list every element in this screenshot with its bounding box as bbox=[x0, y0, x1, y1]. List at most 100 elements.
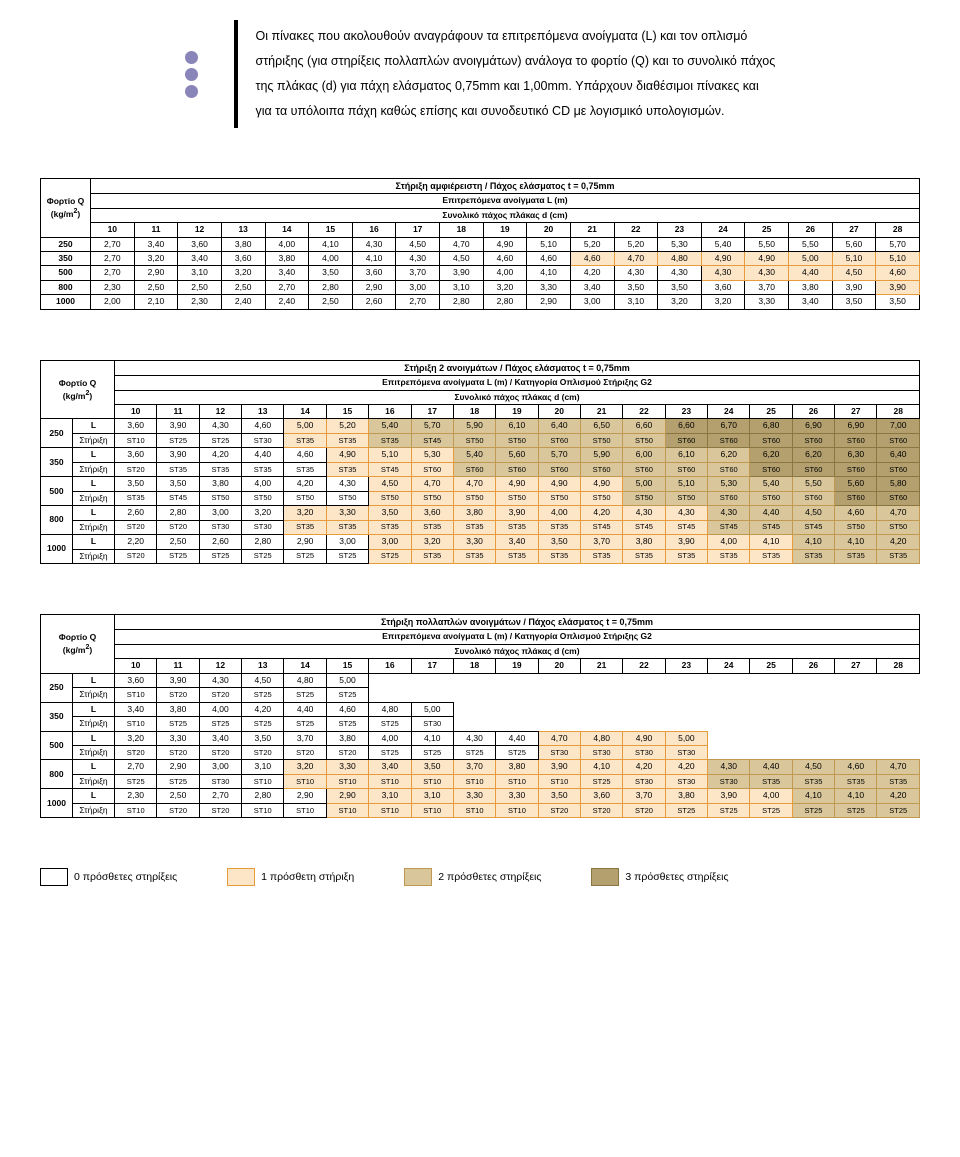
table3-S-label: Στήριξη bbox=[73, 717, 115, 731]
table2-L-cell: 4,20 bbox=[199, 448, 241, 462]
table3-L-label: L bbox=[73, 789, 115, 803]
table3-S-cell: ST25 bbox=[115, 774, 157, 788]
table2-wrap: Φορτίο Q(kg/m2) Στήριξη 2 ανοιγμάτων / Π… bbox=[40, 360, 920, 564]
table1-cell: 2,80 bbox=[483, 295, 527, 309]
table2-S-cell: ST60 bbox=[538, 462, 580, 476]
table1-cell: 4,10 bbox=[352, 252, 396, 266]
table3-S-cell: ST35 bbox=[835, 774, 877, 788]
table2-L-cell: 7,00 bbox=[877, 419, 920, 433]
col-header: 15 bbox=[326, 404, 368, 418]
table3-L-cell: 2,90 bbox=[157, 760, 199, 774]
table2-S-cell: ST60 bbox=[835, 462, 877, 476]
table3-S-cell: ST10 bbox=[369, 803, 411, 817]
table3-L-cell: 3,70 bbox=[284, 731, 326, 745]
table1-cell: 4,00 bbox=[309, 252, 353, 266]
table1-cell: 2,70 bbox=[91, 266, 135, 280]
col-header: 26 bbox=[792, 404, 834, 418]
table3-S-cell: ST20 bbox=[284, 746, 326, 760]
table3-L-cell: 3,20 bbox=[115, 731, 157, 745]
table2-L-cell: 4,90 bbox=[326, 448, 368, 462]
table3-title: Στήριξη πολλαπλών ανοιγμάτων / Πάχος ελά… bbox=[115, 615, 920, 630]
table3-S-cell bbox=[708, 688, 750, 702]
table2-L-cell: 3,90 bbox=[665, 535, 707, 549]
table1-load: 350 bbox=[41, 252, 91, 266]
legend-box-1 bbox=[227, 868, 255, 886]
table3-L-cell: 2,50 bbox=[157, 789, 199, 803]
table2-L-cell: 5,60 bbox=[835, 477, 877, 491]
table3-L-cell: 3,60 bbox=[580, 789, 622, 803]
table3-S-cell bbox=[665, 688, 707, 702]
table3-S-cell: ST30 bbox=[623, 774, 665, 788]
table2-S-cell: ST50 bbox=[199, 491, 241, 505]
table3-S-cell bbox=[835, 688, 877, 702]
table1-cell: 3,00 bbox=[396, 280, 440, 294]
table1-cell: 2,80 bbox=[309, 280, 353, 294]
table2-L-cell: 6,40 bbox=[538, 419, 580, 433]
table3-S-cell: ST10 bbox=[284, 774, 326, 788]
table1-cell: 4,60 bbox=[876, 266, 920, 280]
table1-cell: 3,10 bbox=[614, 295, 658, 309]
table3-S-cell: ST25 bbox=[496, 746, 538, 760]
table2-L-cell: 2,50 bbox=[157, 535, 199, 549]
table3-L-cell: 4,80 bbox=[284, 673, 326, 687]
col-header: 28 bbox=[877, 659, 920, 673]
table2-L-cell: 4,30 bbox=[708, 506, 750, 520]
table2-L-label: L bbox=[73, 448, 115, 462]
table2-L-cell: 3,90 bbox=[157, 419, 199, 433]
col-header: 13 bbox=[242, 404, 284, 418]
table2-S-cell: ST35 bbox=[199, 462, 241, 476]
table3-L-cell: 4,00 bbox=[369, 731, 411, 745]
table2-S-cell: ST50 bbox=[538, 491, 580, 505]
table2-S-cell: ST50 bbox=[369, 491, 411, 505]
table3-S-cell: ST20 bbox=[157, 746, 199, 760]
table2-S-cell: ST35 bbox=[326, 462, 368, 476]
table3-S-cell: ST30 bbox=[665, 774, 707, 788]
table3-S-cell bbox=[538, 688, 580, 702]
table3-L-cell: 3,30 bbox=[453, 789, 495, 803]
table3-L-cell bbox=[623, 673, 665, 687]
table3-L-cell: 4,80 bbox=[369, 702, 411, 716]
table2-S-cell: ST35 bbox=[453, 549, 495, 563]
col-header: 18 bbox=[453, 404, 495, 418]
table2-sub1: Επιτρεπόμενα ανοίγματα L (m) / Κατηγορία… bbox=[115, 376, 920, 390]
table1-cell: 4,60 bbox=[527, 252, 571, 266]
table2-L-cell: 6,70 bbox=[708, 419, 750, 433]
table2-S-cell: ST35 bbox=[326, 520, 368, 534]
table2-L-cell: 4,70 bbox=[453, 477, 495, 491]
table3-L-cell: 4,50 bbox=[792, 760, 834, 774]
table1-cell: 3,50 bbox=[658, 280, 702, 294]
table1-cell: 2,70 bbox=[91, 252, 135, 266]
table2-L-cell: 2,80 bbox=[157, 506, 199, 520]
table3-S-label: Στήριξη bbox=[73, 803, 115, 817]
table1-cell: 2,80 bbox=[440, 295, 484, 309]
table3-S-cell: ST25 bbox=[369, 746, 411, 760]
col-header: 23 bbox=[658, 223, 702, 237]
table2-L-cell: 4,70 bbox=[877, 506, 920, 520]
table1-cell: 3,60 bbox=[352, 266, 396, 280]
table2-L-cell: 3,60 bbox=[411, 506, 453, 520]
table3-L-cell: 2,70 bbox=[199, 789, 241, 803]
table3-S-cell bbox=[750, 746, 792, 760]
table3-S-cell: ST20 bbox=[326, 746, 368, 760]
table3-L-cell bbox=[835, 731, 877, 745]
table3-S-cell bbox=[453, 688, 495, 702]
table1-load: 800 bbox=[41, 280, 91, 294]
table3-L-cell: 3,30 bbox=[326, 760, 368, 774]
table3-L-cell bbox=[538, 673, 580, 687]
legend-box-3 bbox=[591, 868, 619, 886]
table3-S-cell: ST20 bbox=[157, 803, 199, 817]
table2-S-cell: ST60 bbox=[496, 462, 538, 476]
table3-S-cell bbox=[877, 688, 920, 702]
table2-S-cell: ST35 bbox=[792, 549, 834, 563]
table3-L-cell bbox=[750, 731, 792, 745]
table2-S-cell: ST50 bbox=[496, 491, 538, 505]
table1-cell: 4,40 bbox=[789, 266, 833, 280]
table3-S-cell: ST25 bbox=[580, 774, 622, 788]
table2-L-cell: 3,30 bbox=[453, 535, 495, 549]
table2-L-cell: 6,30 bbox=[835, 448, 877, 462]
table3-S-cell: ST10 bbox=[411, 774, 453, 788]
table1-cell: 2,50 bbox=[178, 280, 222, 294]
table3-S-cell: ST25 bbox=[665, 803, 707, 817]
table2-L-cell: 6,50 bbox=[580, 419, 622, 433]
col-header: 28 bbox=[877, 404, 920, 418]
